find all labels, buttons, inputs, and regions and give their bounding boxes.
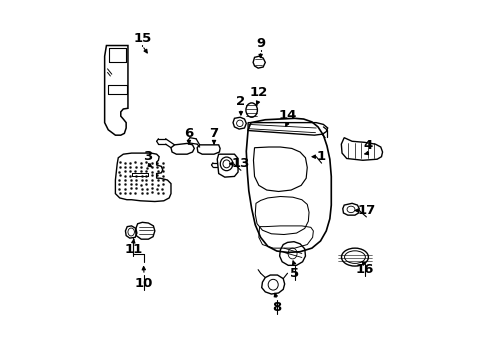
Text: 3: 3 — [143, 150, 152, 163]
Text: 8: 8 — [272, 301, 281, 314]
Text: 1: 1 — [316, 150, 325, 163]
Text: 10: 10 — [135, 278, 153, 291]
Text: 11: 11 — [124, 243, 142, 256]
Text: 13: 13 — [231, 157, 249, 170]
Text: 14: 14 — [278, 109, 296, 122]
Text: 5: 5 — [289, 267, 299, 280]
Text: 6: 6 — [184, 127, 193, 140]
Text: 15: 15 — [133, 32, 151, 45]
Text: 4: 4 — [363, 139, 372, 152]
Text: 12: 12 — [249, 86, 267, 99]
Text: 16: 16 — [355, 263, 373, 276]
Text: 17: 17 — [357, 204, 375, 217]
Text: 7: 7 — [209, 127, 218, 140]
Text: 2: 2 — [236, 95, 245, 108]
Text: 9: 9 — [256, 37, 264, 50]
